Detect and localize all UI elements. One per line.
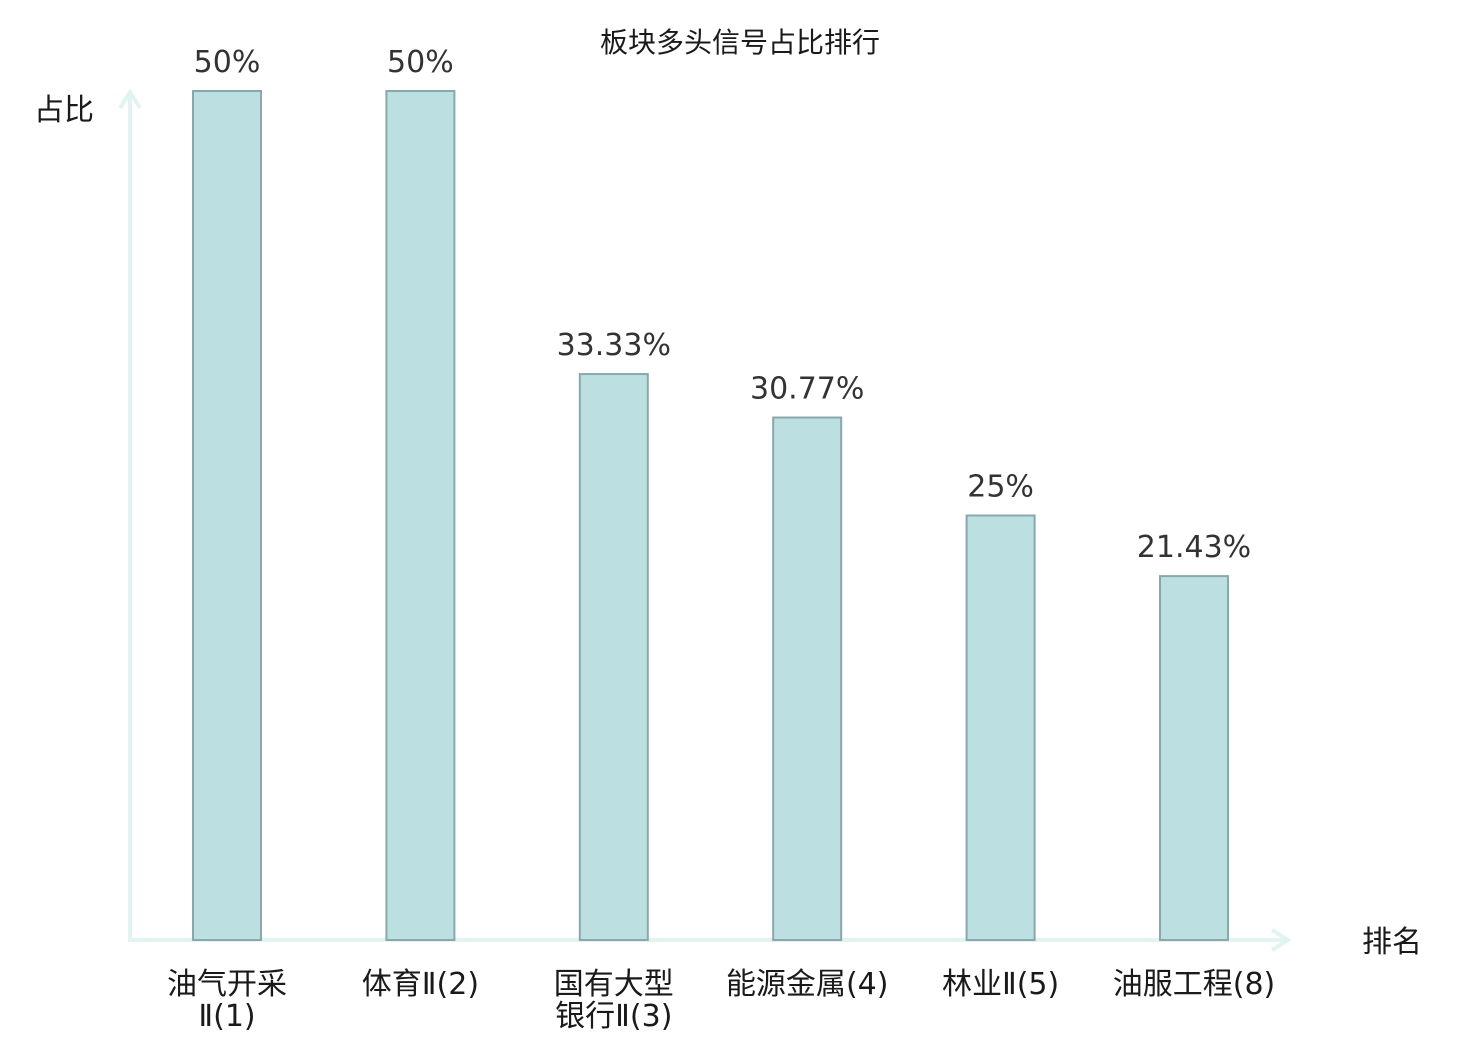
category-label: 油气开采 <box>167 967 287 1002</box>
category-rank-label: 银行Ⅱ(3) <box>555 999 672 1034</box>
bar <box>192 90 262 941</box>
category-rank: (8) <box>1233 967 1276 1002</box>
category-name: 林业 <box>942 967 1002 1002</box>
category-rank: Ⅱ(2) <box>422 967 479 1002</box>
bar-value-label: 50% <box>387 45 454 80</box>
value-labels-group: 50% 50% 33.33% 30.77% 25% 21.43% <box>194 45 1252 565</box>
category-label: 国有大型 <box>554 967 674 1002</box>
bar-value-label: 25% <box>967 470 1034 505</box>
bar-value-label: 21.43% <box>1137 530 1251 565</box>
bar <box>578 373 649 942</box>
category-label: 林业Ⅱ(5) <box>942 967 1059 1002</box>
category-name: 体育 <box>362 967 422 1002</box>
bars-group <box>192 90 1229 942</box>
category-label: 体育Ⅱ(2) <box>362 967 479 1002</box>
chart-title: 板块多头信号占比排行 <box>600 26 880 59</box>
x-axis-label: 排名 <box>1362 925 1422 960</box>
category-name: 能源金属 <box>726 967 846 1002</box>
bar <box>772 416 843 941</box>
category-rank: Ⅱ(5) <box>1002 967 1059 1002</box>
bar-value-label: 33.33% <box>557 328 671 363</box>
x-axis <box>128 928 1292 952</box>
y-axis <box>118 88 142 940</box>
category-rank-label: Ⅱ(1) <box>198 999 255 1034</box>
category-label: 能源金属(4) <box>726 967 889 1002</box>
bar <box>965 514 1036 941</box>
bar-value-label: 50% <box>194 45 261 80</box>
bar-value-label: 30.77% <box>750 372 864 407</box>
category-name: 油服工程 <box>1113 967 1233 1002</box>
y-axis-label: 占比 <box>34 93 94 128</box>
bar <box>1159 575 1229 941</box>
bar <box>385 90 456 941</box>
category-rank: (4) <box>846 967 889 1002</box>
category-label: 油服工程(8) <box>1113 967 1276 1002</box>
